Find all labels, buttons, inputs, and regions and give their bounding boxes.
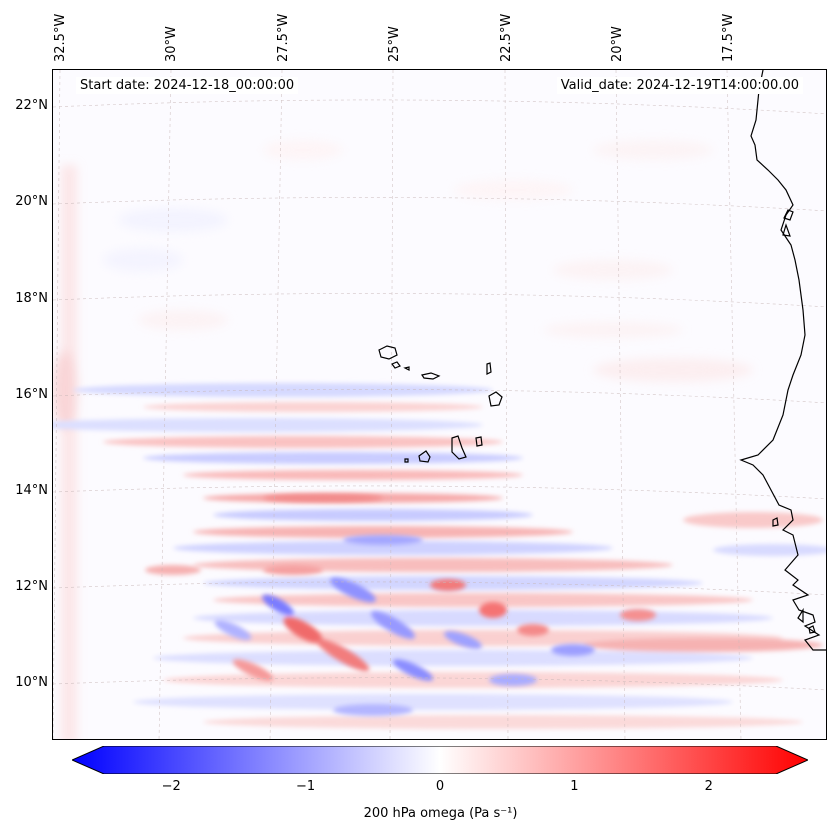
island-boa-vista xyxy=(488,391,503,407)
island-sao-nicolau xyxy=(421,372,441,380)
lon-label-22-5w: 22.5°W xyxy=(499,13,514,62)
graticule xyxy=(53,70,826,739)
island-sal xyxy=(486,362,492,375)
lon-label-20w: 20°W xyxy=(610,26,625,62)
colorbar-tick-label: −2 xyxy=(161,779,181,794)
lon-label-32-5w: 32.5°W xyxy=(53,13,68,62)
island-santiago xyxy=(451,435,467,460)
start-date-label: Start date: 2024-12-18_00:00:00 xyxy=(76,77,299,94)
colorbar-tick-label: 2 xyxy=(704,779,713,794)
lat-label-22n: 22°N xyxy=(15,98,48,113)
omega-map: Start date: 2024-12-18_00:00:00 Valid_da… xyxy=(52,69,827,740)
colorbar-gradient xyxy=(70,745,810,775)
omega-strong-features xyxy=(145,494,656,716)
lat-label-20n: 20°N xyxy=(15,194,48,209)
african-coastline xyxy=(739,70,826,651)
lon-label-30w: 30°W xyxy=(164,26,179,62)
colorbar-tick-label: 1 xyxy=(570,779,579,794)
lon-label-17-5w: 17.5°W xyxy=(721,13,736,62)
cape-verde-islands xyxy=(378,345,503,463)
lat-label-10n: 10°N xyxy=(15,675,48,690)
lat-label-12n: 12°N xyxy=(15,579,48,594)
island-maio xyxy=(475,436,483,447)
omega-wave-bands xyxy=(53,383,826,729)
lat-label-18n: 18°N xyxy=(15,291,48,306)
omega-background-patches xyxy=(53,140,753,739)
valid-date-label: Valid_date: 2024-12-19T14:00:00.00 xyxy=(556,77,803,94)
lat-label-16n: 16°N xyxy=(15,387,48,402)
colorbar-svg xyxy=(70,745,810,778)
lat-label-14n: 14°N xyxy=(15,483,48,498)
lon-label-25w: 25°W xyxy=(387,26,402,62)
colorbar-tick-label: 0 xyxy=(435,779,445,794)
lon-label-27-5w: 27.5°W xyxy=(276,13,291,62)
colorbar-tick-label: −1 xyxy=(296,779,316,794)
island-sao-vicente xyxy=(391,361,401,369)
island-fogo xyxy=(418,450,431,463)
omega-field xyxy=(53,70,826,739)
island-santa-luzia xyxy=(403,366,410,371)
colorbar xyxy=(70,745,810,778)
colorbar-title: 200 hPa omega (Pa s⁻¹) xyxy=(363,806,518,821)
island-brava xyxy=(404,458,409,463)
island-santo-antao xyxy=(378,345,398,360)
